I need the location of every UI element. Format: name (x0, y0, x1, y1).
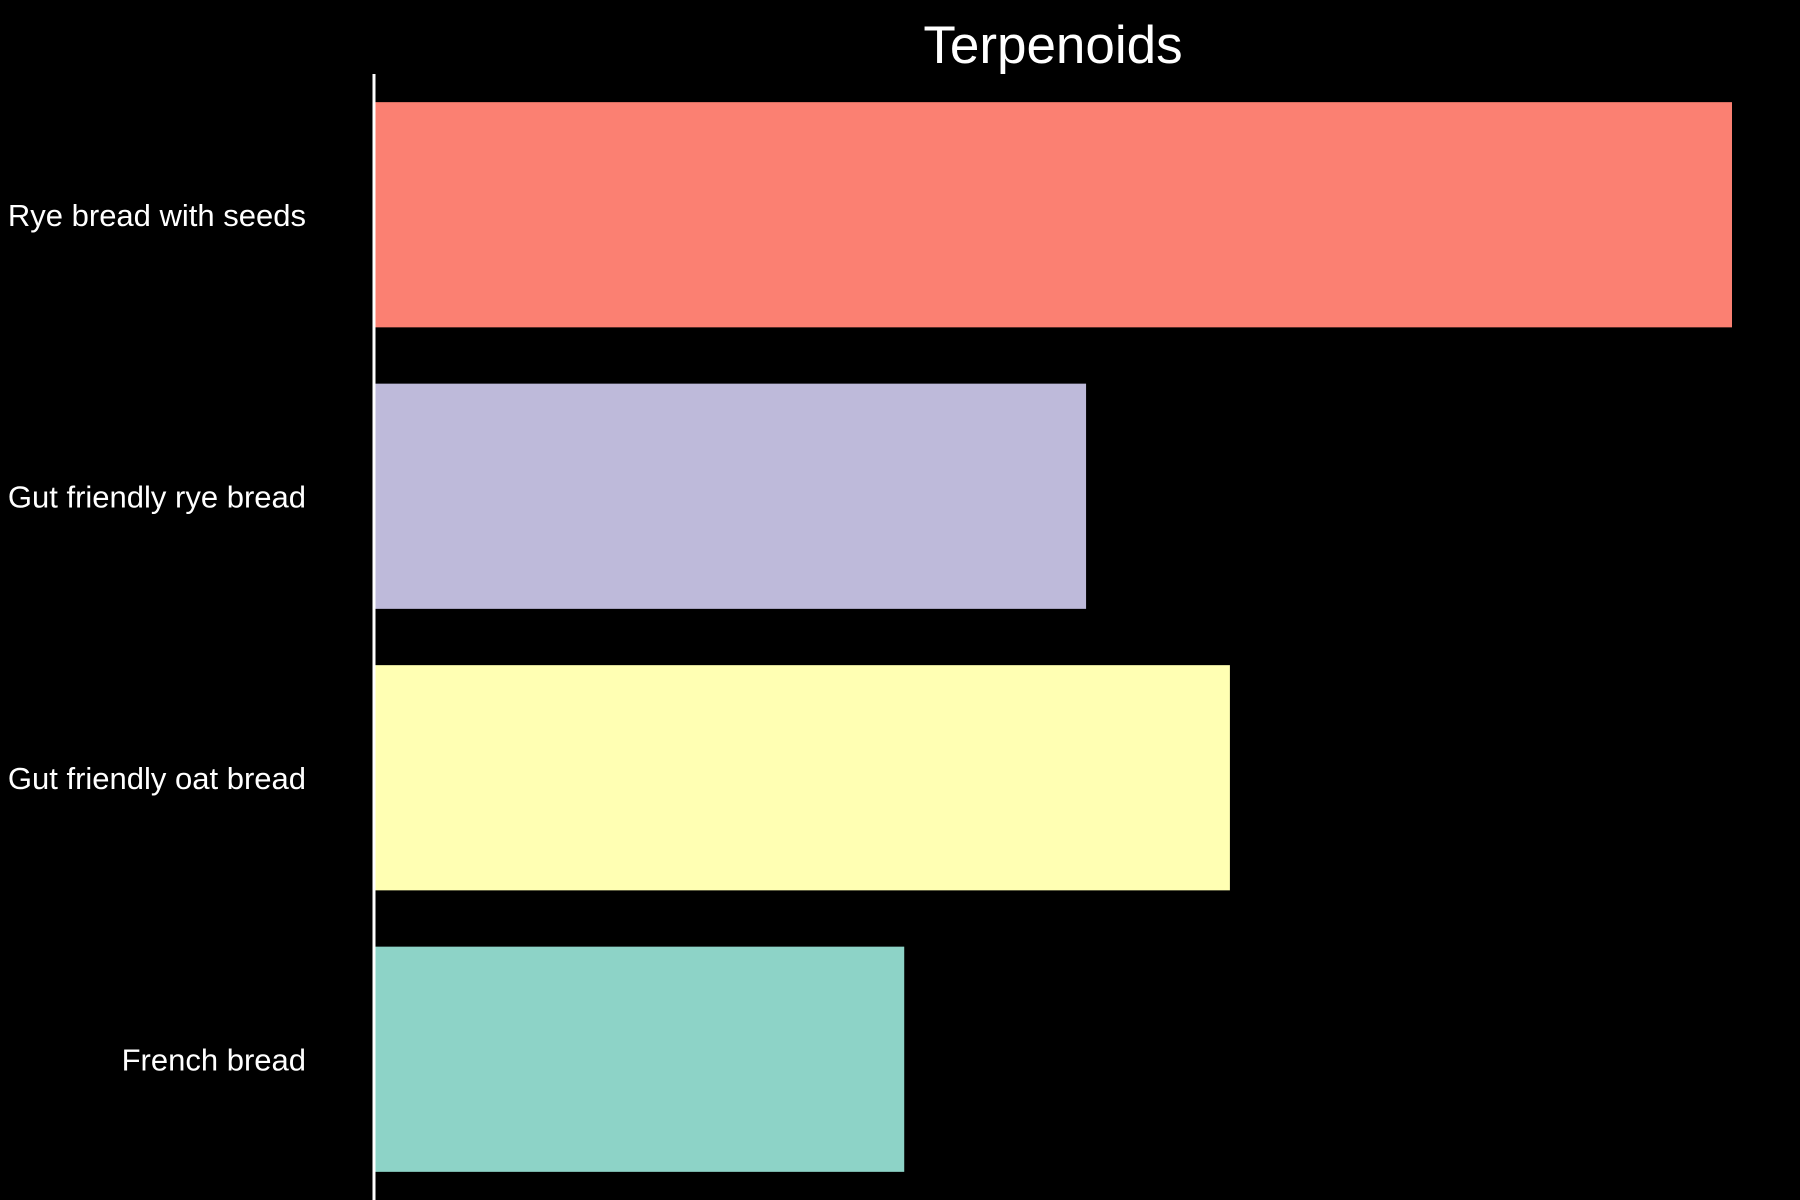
bar (375, 102, 1732, 328)
category-label: Rye bread with seeds (8, 198, 306, 233)
category-labels-group: Rye bread with seeds Gut friendly rye bre… (8, 198, 306, 1078)
category-label: Gut friendly oat bread (8, 761, 306, 796)
category-label: Gut friendly rye bread (8, 479, 306, 514)
bar (375, 665, 1230, 891)
category-label: French bread (122, 1042, 306, 1077)
bar (375, 383, 1087, 609)
chart-title: Terpenoids (923, 16, 1182, 75)
bars-group (375, 102, 1732, 1172)
bar (375, 946, 905, 1172)
